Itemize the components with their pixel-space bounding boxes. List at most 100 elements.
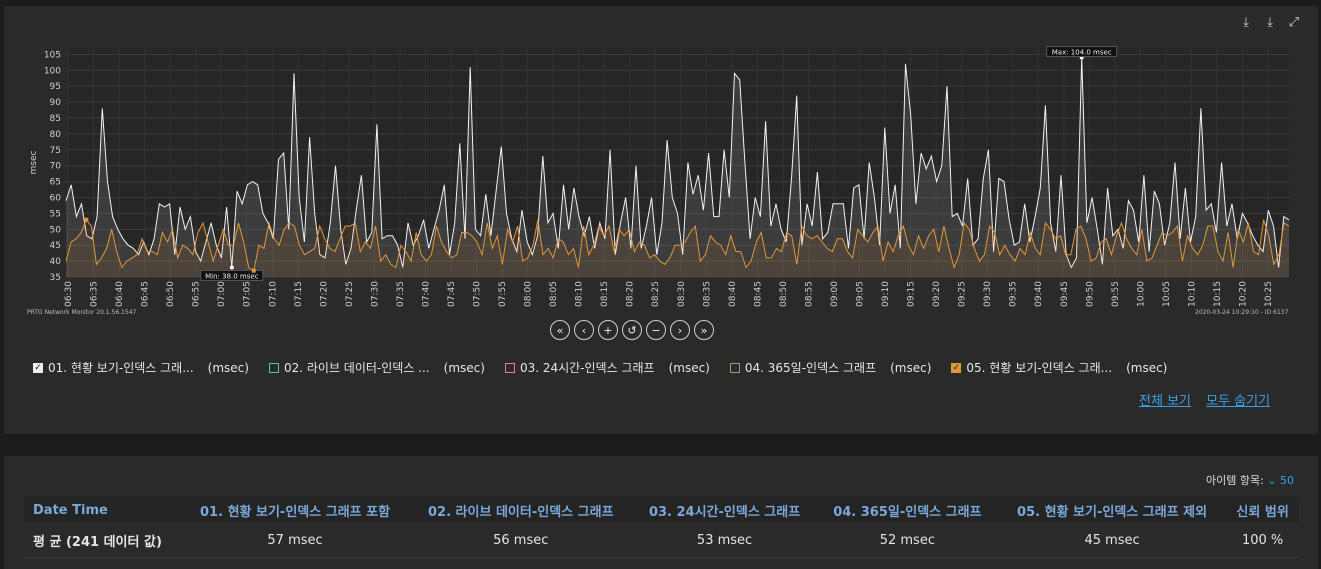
x-tick-label: 10:05 [1162, 281, 1172, 307]
min-marker [229, 265, 234, 270]
x-tick-label: 08:35 [702, 281, 712, 307]
y-tick-label: 70 [50, 162, 62, 172]
zoom-controls: « ‹ + ↺ − › » [550, 320, 714, 340]
x-tick-label: 09:40 [1034, 281, 1044, 307]
zoom-prev-button[interactable]: ‹ [574, 320, 594, 340]
legend-item-03[interactable]: 03. 24시간-인덱스 그래프 (msec) [504, 359, 710, 376]
series-line [65, 57, 1290, 269]
x-tick-label: 10:25 [1264, 281, 1274, 307]
x-tick-label: 06:35 [90, 281, 100, 307]
max-label: Max: 104.0 msec [1052, 49, 1112, 57]
x-tick-label: 07:50 [473, 281, 483, 307]
x-tick-label: 09:00 [830, 281, 840, 307]
y-tick-label: 100 [44, 66, 61, 76]
x-tick-label: 09:45 [1060, 281, 1070, 307]
x-tick-label: 08:25 [651, 281, 661, 307]
legend-label: 03. 24시간-인덱스 그래프 [519, 361, 655, 375]
min-marker-orange [251, 268, 256, 273]
zoom-out-button[interactable]: − [646, 320, 666, 340]
download-icon[interactable]: ⤓ [1243, 14, 1249, 30]
items-value[interactable]: 50 [1280, 474, 1295, 487]
x-tick-label: 10:00 [1136, 281, 1146, 307]
x-tick-label: 06:50 [166, 281, 176, 307]
y-axis-title: msec [29, 150, 39, 174]
col-header[interactable]: Date Time [33, 502, 108, 518]
legend-item-05[interactable]: ✓ 05. 현황 보기-인덱스 그래... (msec) [951, 359, 1167, 376]
legend-unit: (msec) [890, 360, 932, 375]
zoom-last-button[interactable]: » [694, 320, 714, 340]
col-header[interactable]: 03. 24시간-인덱스 그래프 [648, 504, 801, 520]
annotations: Max: 104.0 msec Min: 38.0 msec [84, 46, 1118, 281]
expand-icon[interactable]: ⤢ [1288, 14, 1300, 30]
x-tick-label: 08:00 [524, 281, 534, 307]
col-header[interactable]: 02. 라이브 데이터-인덱스 그래프 [428, 504, 614, 520]
max-marker-orange [84, 217, 89, 222]
legend-unit: (msec) [207, 360, 249, 375]
y-tick-label: 60 [50, 193, 62, 203]
x-tick-label: 07:40 [421, 281, 431, 307]
show-all-link[interactable]: 전체 보기 [1139, 394, 1191, 409]
y-tick-label: 65 [50, 178, 61, 188]
min-label-box [200, 269, 264, 281]
x-tick-label: 08:40 [728, 281, 738, 307]
legend-checkbox[interactable] [729, 362, 740, 373]
timestamp-label: 2020-03-24 10:29:10 - ID 6137 [1195, 309, 1289, 316]
x-tick-label: 07:55 [498, 281, 508, 307]
x-tick-label: 09:20 [932, 281, 942, 307]
x-tick-label: 07:15 [294, 281, 304, 307]
legend-unit: (msec) [443, 360, 485, 375]
legend-checkbox[interactable] [504, 362, 515, 373]
download-icon[interactable]: ⤓ [1267, 14, 1273, 30]
x-tick-label: 09:10 [881, 281, 891, 307]
x-tick-label: 07:00 [217, 281, 227, 307]
x-tick-label: 09:15 [907, 281, 917, 307]
col-header[interactable]: 01. 현황 보기-인덱스 그래프 포함 [200, 504, 391, 520]
zoom-next-button[interactable]: › [670, 320, 690, 340]
x-tick-label: 08:55 [804, 281, 814, 307]
line-chart: 35 40 45 50 55 60 65 70 75 80 85 90 95 100 105 msec 06:… [29, 46, 1290, 307]
x-tick-label: 10:15 [1213, 281, 1223, 307]
series-area [66, 219, 1289, 277]
hide-all-link[interactable]: 모두 숨기기 [1206, 394, 1271, 409]
table-cell: 45 msec [997, 523, 1227, 558]
col-header[interactable]: 신뢰 범위 [1236, 504, 1289, 520]
x-tick-label: 08:05 [549, 281, 559, 307]
legend-checkbox[interactable] [268, 362, 279, 373]
chevron-down-icon[interactable]: ⌄ [1267, 474, 1277, 487]
series-line [65, 218, 1290, 272]
x-tick-label: 08:10 [575, 281, 585, 307]
y-tick-label: 45 [50, 241, 61, 251]
x-tick-label: 07:05 [243, 281, 253, 307]
x-tick-label: 07:25 [345, 281, 355, 307]
zoom-reset-button[interactable]: ↺ [622, 320, 642, 340]
legend-item-01[interactable]: ✓ 01. 현황 보기-인덱스 그래... (msec) [33, 359, 249, 376]
legend-item-04[interactable]: 04. 365일-인덱스 그래프 (msec) [729, 359, 932, 376]
x-tick-label: 09:55 [1111, 281, 1121, 307]
max-label-box [1046, 46, 1118, 58]
zoom-in-button[interactable]: + [598, 320, 618, 340]
items-per-page[interactable]: 아이템 항목: ⌄ 50 [1206, 472, 1294, 488]
items-label: 아이템 항목: [1206, 474, 1264, 487]
y-tick-label: 50 [50, 225, 62, 235]
series-area [66, 57, 1289, 277]
series-group [65, 57, 1290, 277]
table-cell: 53 msec [632, 523, 817, 558]
x-tick-label: 10:10 [1187, 281, 1197, 307]
x-tick-label: 08:30 [677, 281, 687, 307]
x-tick-label: 06:30 [64, 281, 74, 307]
legend-item-02[interactable]: 02. 라이브 데이터-인덱스 ... (msec) [268, 359, 485, 376]
zoom-first-button[interactable]: « [550, 320, 570, 340]
legend-label: 04. 365일-인덱스 그래프 [744, 361, 877, 375]
y-tick-label: 90 [50, 98, 62, 108]
col-header[interactable]: 04. 365일-인덱스 그래프 [833, 504, 982, 520]
legend-checkbox[interactable]: ✓ [951, 362, 962, 373]
x-tick-label: 09:35 [1009, 281, 1019, 307]
table-cell: 56 msec [409, 523, 633, 558]
legend-label: 01. 현황 보기-인덱스 그래... [48, 361, 194, 375]
x-tick-label: 09:30 [983, 281, 993, 307]
x-tick-label: 08:15 [600, 281, 610, 307]
x-tick-label: 08:50 [779, 281, 789, 307]
col-header[interactable]: 05. 현황 보기-인덱스 그래프 제외 [1017, 504, 1208, 520]
chart-legend: ✓ 01. 현황 보기-인덱스 그래... (msec) 02. 라이브 데이터… [33, 359, 1187, 376]
legend-checkbox[interactable]: ✓ [33, 362, 43, 373]
